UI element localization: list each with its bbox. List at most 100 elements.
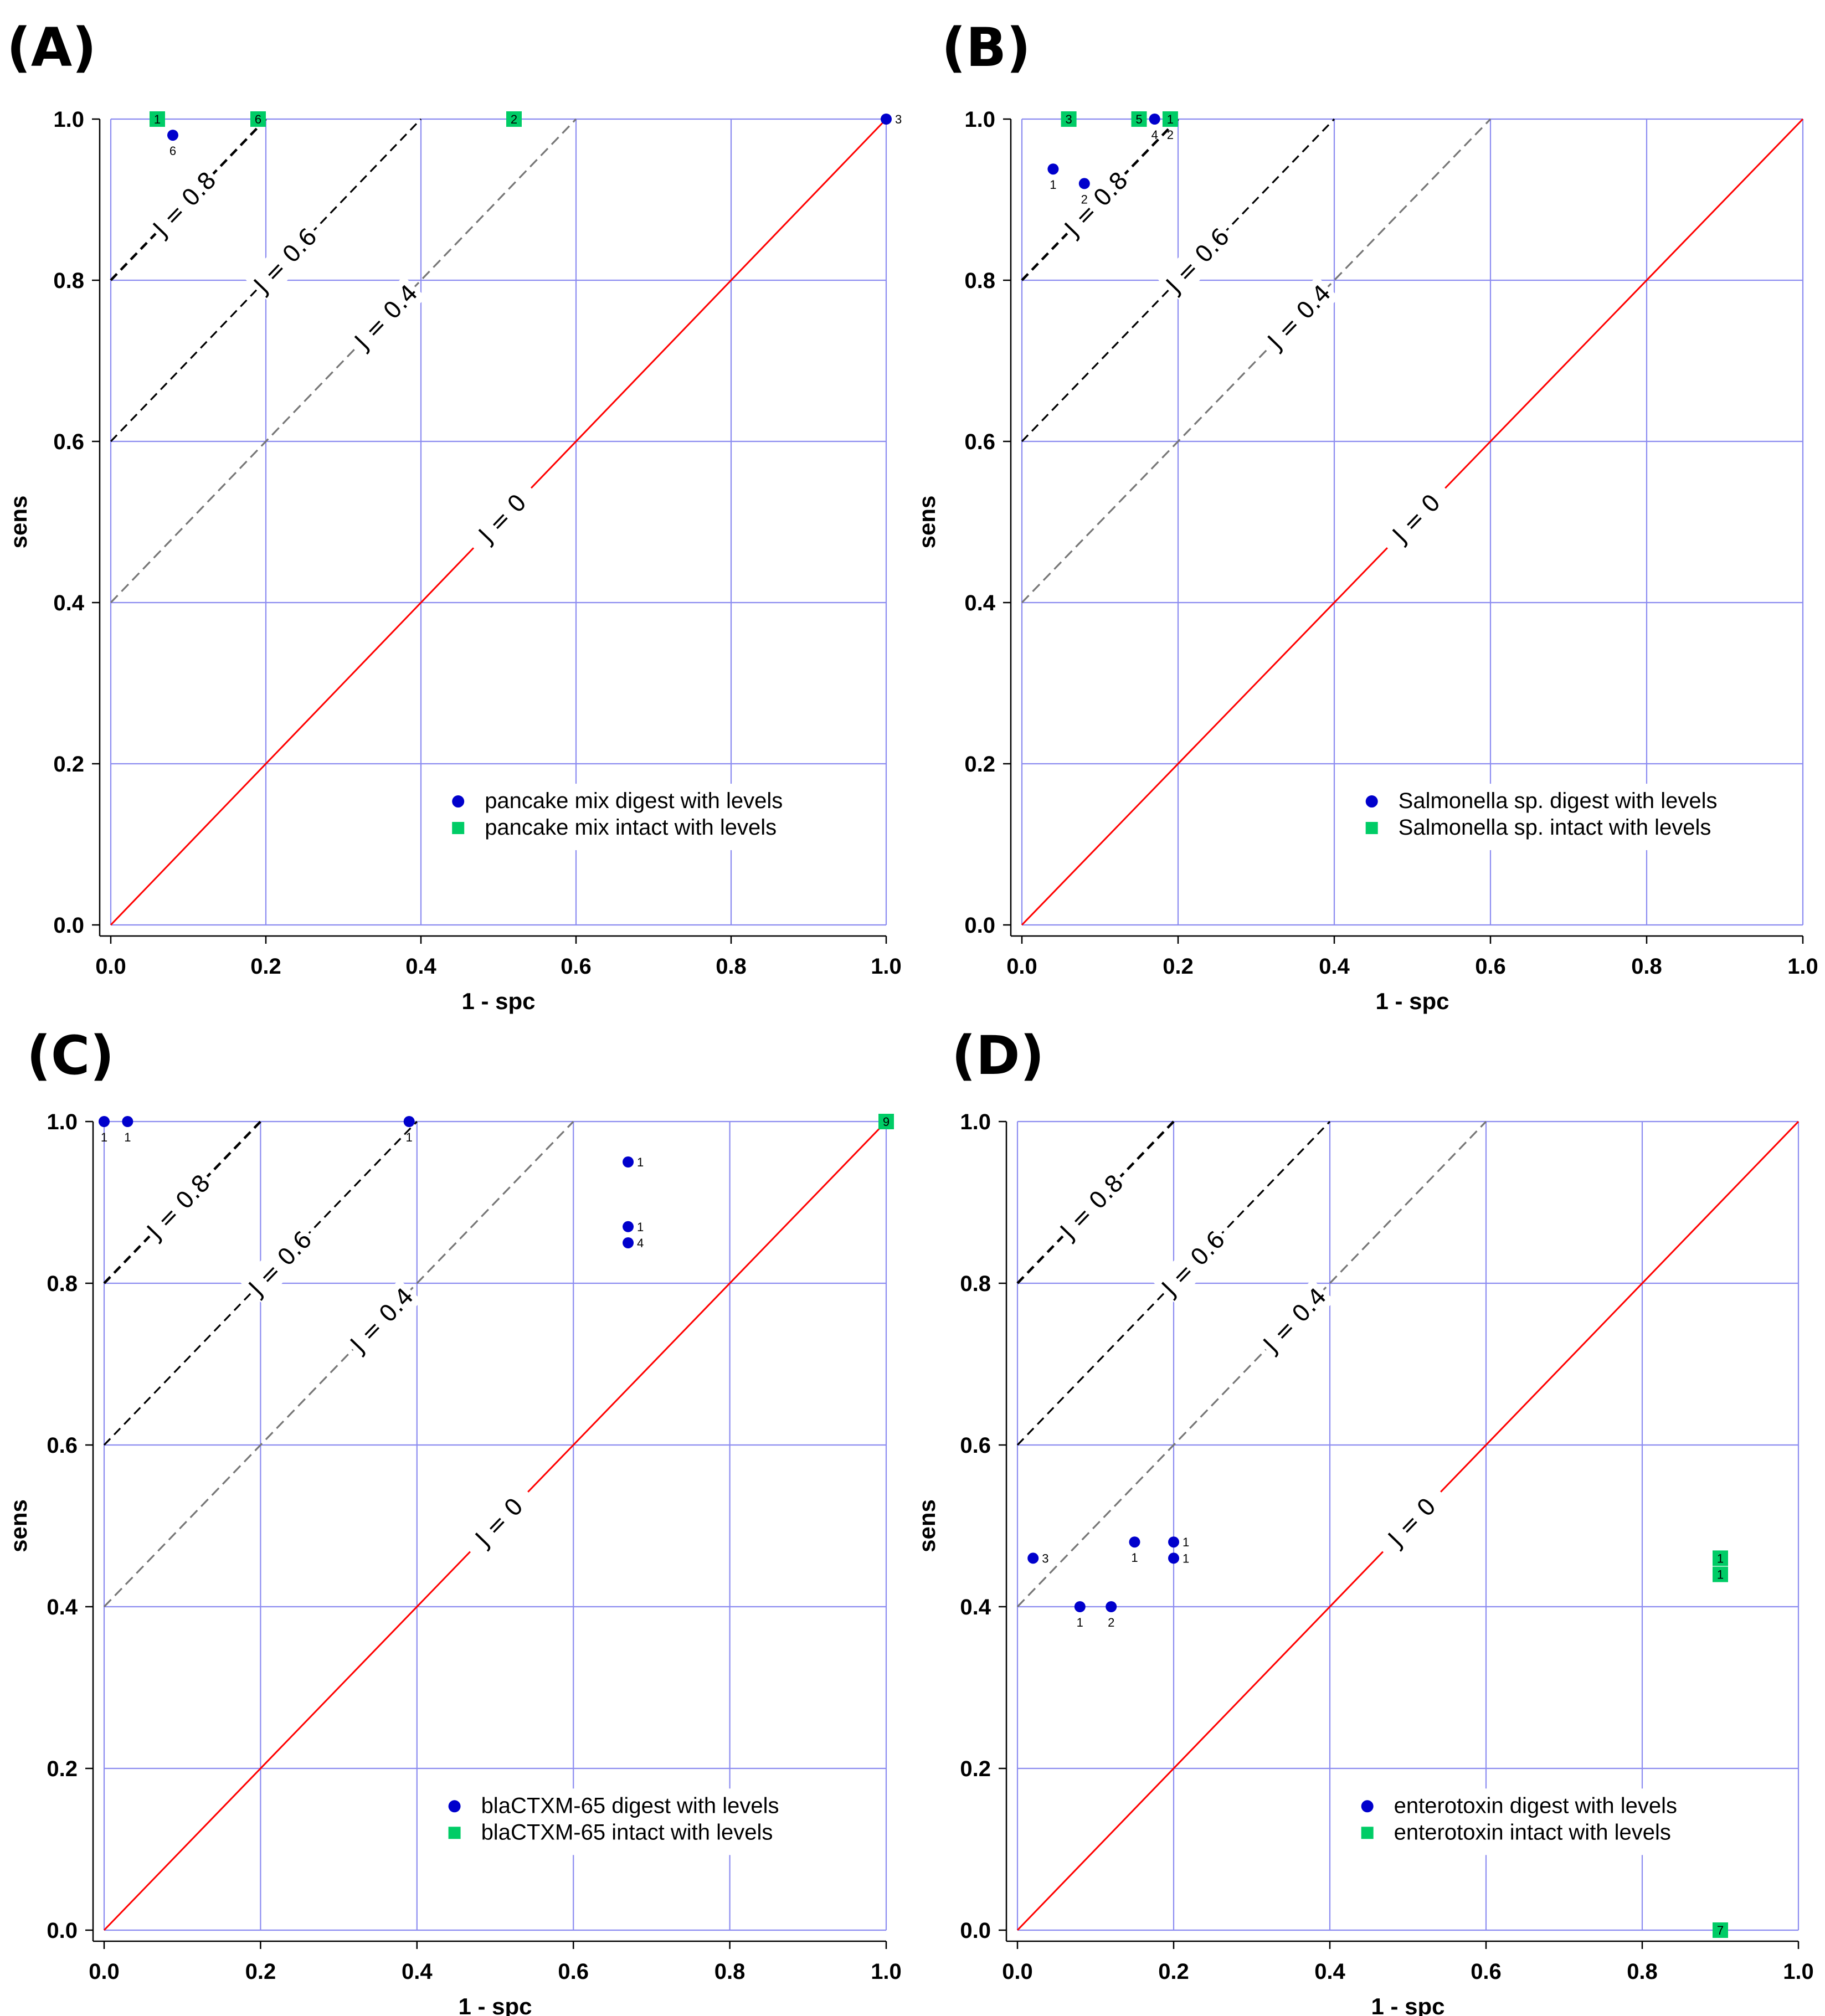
x-tick-label: 0.6 (1475, 954, 1506, 979)
youden-label: J = 0.4 (344, 1282, 419, 1359)
youden-line-j-0-6 (103, 1120, 418, 1446)
digest-point (1047, 163, 1059, 175)
intact-point (250, 111, 266, 127)
youden-label: J = 0.4 (1261, 279, 1336, 356)
digest-point-label: 1 (406, 1130, 413, 1144)
digest-point (623, 1221, 634, 1232)
digest-point (623, 1156, 634, 1168)
digest-point-label: 4 (1151, 128, 1158, 142)
intact-point (878, 1114, 894, 1129)
youden-line-j-0-8 (110, 118, 267, 281)
legend-marker-intact (1365, 822, 1378, 835)
digest-point-label: 1 (1131, 1551, 1138, 1565)
y-tick-label: 0.4 (47, 1595, 78, 1619)
digest-point-label: 4 (637, 1236, 644, 1250)
grid (103, 1120, 887, 1931)
legend-marker-intact (448, 1827, 461, 1839)
digest-point (1168, 1552, 1179, 1564)
x-tick-label: 1.0 (1787, 954, 1818, 979)
panel-label: (B) (942, 17, 1031, 79)
y-tick-label: 0.6 (47, 1433, 78, 1458)
youden-line-j-0-8 (103, 1120, 262, 1284)
x-axis-title: 1 - spc (1375, 988, 1449, 1014)
y-tick-label: 1.0 (47, 1110, 78, 1134)
legend-background (433, 1788, 788, 1855)
legend-entry: pancake mix intact with levels (485, 815, 777, 840)
x-axis-title: 1 - spc (1371, 1993, 1444, 2016)
intact-point (1713, 1566, 1728, 1582)
panel-label: (C) (27, 1025, 115, 1087)
youden-label-background (1259, 276, 1339, 357)
legend-entry: enterotoxin digest with levels (1394, 1793, 1677, 1818)
intact-point-label: 7 (1717, 1924, 1724, 1937)
y-axis-title: sens (6, 1499, 32, 1552)
data-points: 6 3 1 6 2 (150, 111, 902, 158)
youden-label-background (346, 276, 426, 357)
youden-label-background (240, 1222, 320, 1304)
legend: Salmonella sp. digest with levelsSalmone… (1350, 784, 1718, 851)
digest-point-label: 1 (1183, 1551, 1189, 1565)
x-tick-label: 0.0 (89, 1960, 120, 1984)
digest-point-label: 1 (124, 1130, 131, 1144)
grid (1021, 118, 1804, 926)
x-tick-label: 1.0 (871, 1960, 902, 1984)
x-tick-label: 0.8 (714, 1960, 746, 1984)
intact-point-label: 6 (255, 112, 261, 126)
x-tick-label: 0.0 (1006, 954, 1037, 979)
y-tick-label: 0.6 (960, 1433, 991, 1458)
digest-point (1074, 1601, 1086, 1612)
grid (110, 118, 887, 926)
intact-point-label: 1 (154, 112, 161, 126)
digest-point (1129, 1536, 1140, 1548)
digest-point-label: 6 (169, 144, 176, 158)
youden-label-background (341, 1279, 422, 1361)
youden-label-background (1255, 1279, 1335, 1361)
youden-label: J = 0.6 (242, 1226, 317, 1302)
legend-marker-digest (452, 795, 465, 808)
x-tick-label: 0.2 (1158, 1960, 1189, 1984)
youden-label-background (144, 163, 225, 245)
youden-label: J = 0.6 (248, 223, 322, 299)
y-axis-title: sens (914, 496, 940, 549)
youden-label-background (1051, 1165, 1132, 1247)
digest-point-label: 2 (1167, 128, 1174, 142)
youden-label-background (459, 1481, 539, 1563)
x-tick-label: 0.4 (1314, 1960, 1345, 1984)
youden-label-background (1371, 1481, 1452, 1563)
y-tick-label: 0.0 (47, 1919, 78, 1943)
youden-label: J = 0.6 (1160, 223, 1235, 299)
intact-point-label: 5 (1135, 112, 1142, 126)
y-tick-label: 0.8 (47, 1272, 78, 1296)
youden-label: J = 0.8 (141, 1169, 215, 1246)
x-tick-label: 0.4 (405, 954, 436, 979)
intact-point (1061, 111, 1077, 127)
legend-marker-digest (1365, 795, 1378, 808)
x-tick-label: 0.4 (402, 1960, 433, 1984)
y-tick-label: 1.0 (960, 1110, 991, 1134)
axes: 0.0 0.2 0.4 0.6 0.8 1.0 0.0 0.2 0.4 0.6 0.8 1.0 (53, 107, 901, 979)
y-tick-label: 0.2 (53, 752, 84, 776)
digest-point-label: 1 (101, 1130, 107, 1144)
legend-background (1346, 1788, 1701, 1855)
y-tick-label: 1.0 (964, 107, 995, 132)
digest-point (403, 1116, 415, 1127)
x-tick-label: 0.8 (1627, 1960, 1658, 1984)
legend: blaCTXM-65 digest with levelsblaCTXM-65 … (433, 1788, 788, 1855)
x-axis-title: 1 - spc (461, 988, 535, 1014)
intact-point-label: 2 (511, 112, 517, 126)
youden-label-background (245, 219, 326, 301)
youden-line-j-0-4 (1016, 1120, 1487, 1608)
legend-entry: Salmonella sp. digest with levels (1399, 789, 1718, 813)
y-tick-label: 0.2 (964, 752, 995, 776)
axes: 0.0 0.2 0.4 0.6 0.8 1.0 0.0 0.2 0.4 0.6 0.8 1.0 (960, 1110, 1813, 1984)
y-axis-title: sens (6, 496, 32, 549)
legend-marker-digest (1361, 1800, 1374, 1813)
intact-point-label: 9 (883, 1115, 890, 1129)
y-tick-label: 0.0 (53, 913, 84, 938)
youden-line-j-0-4 (1021, 118, 1492, 604)
digest-point-label: 1 (1050, 178, 1056, 192)
youden-label-background (462, 477, 543, 559)
roc-panel-b: 0.0 0.2 0.4 0.6 0.8 1.0 0.0 0.2 0.4 0.6 0.8 1.0 1 - … (914, 107, 1818, 1014)
x-tick-label: 0.2 (1163, 954, 1194, 979)
y-tick-label: 0.0 (960, 1919, 991, 1943)
